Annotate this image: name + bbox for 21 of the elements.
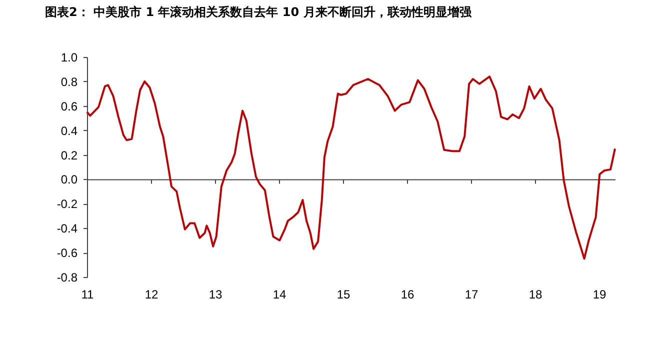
x-tick-label: 11 (81, 288, 94, 302)
y-tick-label: 0.8 (60, 74, 78, 89)
y-tick-label: -0.4 (56, 222, 78, 236)
y-tick-label: 1.0 (60, 50, 78, 64)
line-series (86, 76, 616, 260)
y-tick-label: -0.8 (56, 270, 78, 284)
x-tick-label: 15 (336, 288, 350, 302)
y-tick-label: -0.6 (56, 246, 78, 260)
y-tick-label: 0.0 (60, 172, 78, 187)
x-tick-label: 19 (592, 288, 606, 302)
chart-title: 图表2： 中美股市 1 年滚动相关系数自去年 10 月来不断回升，联动性明显增强 (45, 5, 472, 19)
x-tick-label: 12 (144, 288, 158, 302)
y-tick-label: 0.4 (60, 124, 78, 138)
y-tick-label: -0.2 (56, 197, 78, 212)
y-tick-label: 0.2 (60, 148, 78, 162)
x-tick-label: 14 (272, 288, 286, 302)
x-tick-label: 13 (208, 288, 222, 302)
x-tick-label: 18 (528, 288, 542, 302)
x-tick-label: 17 (464, 288, 478, 302)
y-tick-label: 0.6 (60, 99, 78, 114)
x-tick-label: 16 (400, 288, 414, 302)
